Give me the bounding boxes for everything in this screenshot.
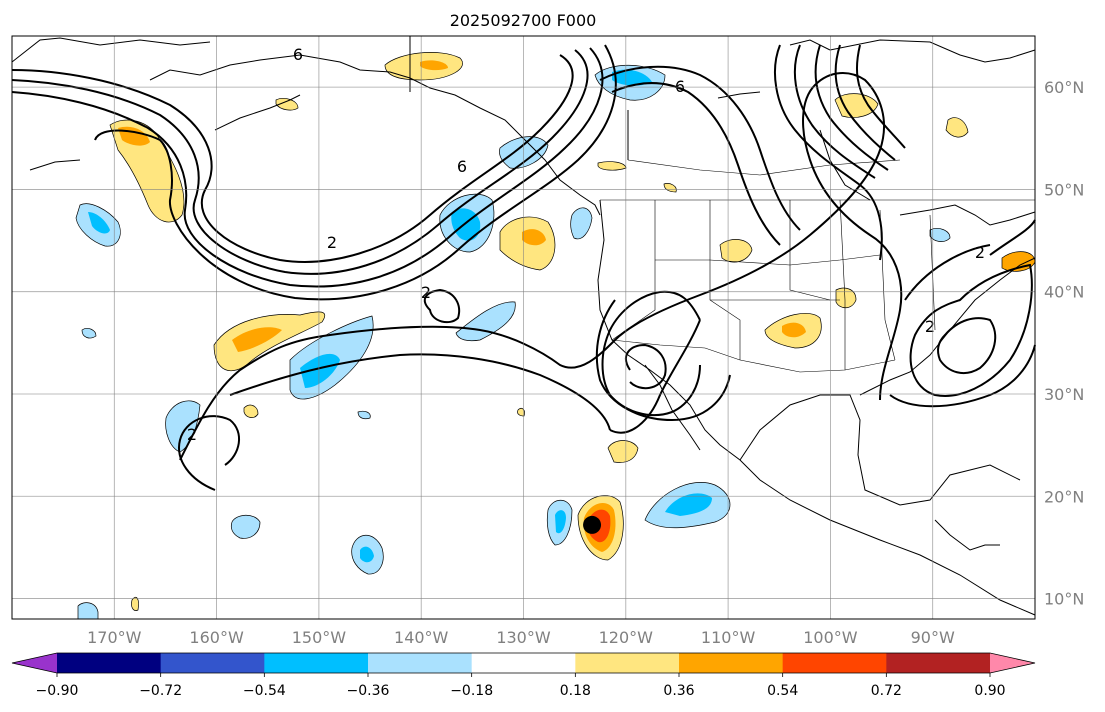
neg-patch-core <box>300 353 340 388</box>
colorbar-tick-label: 0.72 <box>871 683 902 699</box>
colorbar-tick-label: 0.18 <box>560 683 591 699</box>
lat-tick-label: 40°N <box>1044 283 1084 302</box>
pos-patch-core <box>782 322 806 338</box>
pos-patch-core <box>232 327 282 352</box>
colorbar-bin <box>782 653 887 673</box>
lon-tick-label: 170°W <box>87 628 142 647</box>
colorbar-bin <box>471 653 576 673</box>
contour-label: 6 <box>293 45 303 64</box>
neg-patch <box>230 514 261 539</box>
map-frame <box>11 35 1036 620</box>
contour-labels: 6 6 6 2 2 2 2 2 <box>187 45 985 444</box>
colorbar: −0.90 −0.72 −0.54 −0.36 −0.18 0.18 0.36 0.54 0.7… <box>11 652 1036 699</box>
colorbar-extend-high <box>990 653 1035 673</box>
colorbar-tick-label: −0.90 <box>36 683 79 699</box>
colorbar-tick-label: −0.72 <box>139 683 182 699</box>
colorbar-tick-label: 0.54 <box>767 683 798 699</box>
colorbar-bin <box>160 653 265 673</box>
neg-patch-core <box>360 546 374 563</box>
pos-patch-core <box>420 60 448 71</box>
pos-patch <box>663 183 677 193</box>
neg-patch <box>81 328 97 339</box>
colorbar-bin <box>679 653 784 673</box>
lon-tick-label: 150°W <box>292 628 347 647</box>
contour-label: 6 <box>675 77 685 96</box>
contour-label: 2 <box>327 233 337 252</box>
neg-patch-core <box>555 510 566 534</box>
contour-label: 2 <box>975 243 985 262</box>
pos-patch <box>607 440 639 463</box>
lon-tick-label: 90°W <box>911 628 955 647</box>
neg-patch <box>77 602 99 620</box>
longitude-tick-labels: 170°W 160°W 150°W 140°W 130°W 120°W 110°W 100°W… <box>87 628 955 647</box>
colorbar-bin <box>886 653 991 673</box>
lat-tick-label: 30°N <box>1044 385 1084 404</box>
colorbar-bin <box>575 653 680 673</box>
lat-tick-label: 20°N <box>1044 487 1084 506</box>
lon-tick-label: 130°W <box>496 628 551 647</box>
lat-tick-label: 60°N <box>1044 78 1084 97</box>
colorbar-bin <box>368 653 473 673</box>
pos-patch <box>243 404 259 418</box>
lon-tick-label: 110°W <box>701 628 756 647</box>
lat-tick-label: 10°N <box>1044 590 1084 609</box>
pos-patch <box>213 311 326 372</box>
map-panel: 6 6 6 2 2 2 2 2 <box>11 35 1036 620</box>
political-borders <box>600 159 1035 373</box>
lon-tick-label: 120°W <box>599 628 654 647</box>
neg-patch-core <box>612 69 652 86</box>
lat-tick-label: 50°N <box>1044 180 1084 199</box>
latitude-tick-labels: 60°N 50°N 40°N 30°N 20°N 10°N <box>1044 78 1084 608</box>
pos-patch <box>131 596 139 611</box>
colorbar-extend-low <box>12 653 57 673</box>
neg-patch-core <box>88 212 110 234</box>
colorbar-tick-label: −0.18 <box>450 683 493 699</box>
lon-tick-label: 100°W <box>803 628 858 647</box>
neg-patch-core <box>665 493 712 516</box>
coastlines <box>11 36 1036 616</box>
pos-patch <box>945 117 969 138</box>
gridlines <box>12 36 1035 619</box>
neg-patch <box>357 410 371 420</box>
colorbar-tick-label: 0.36 <box>663 683 694 699</box>
colorbar-tick-label: −0.54 <box>243 683 286 699</box>
pos-patch-core <box>522 229 546 246</box>
pos-patch <box>517 408 525 417</box>
lon-tick-label: 140°W <box>394 628 449 647</box>
colorbar-tick-label: −0.36 <box>347 683 390 699</box>
storm-center-marker <box>583 515 602 534</box>
colorbar-bin <box>57 653 162 673</box>
contour-label: 2 <box>925 317 935 336</box>
neg-patch <box>570 207 593 240</box>
contours <box>11 44 1036 491</box>
lon-tick-label: 160°W <box>189 628 244 647</box>
neg-patch <box>455 301 516 342</box>
map-title: 2025092700 F000 <box>450 11 597 30</box>
contour-label: 6 <box>457 157 467 176</box>
contour-label: 2 <box>187 425 197 444</box>
pos-patch <box>275 98 299 111</box>
contour-label: 2 <box>421 283 431 302</box>
colorbar-tick-label: 0.90 <box>974 683 1005 699</box>
pos-patch <box>835 287 857 309</box>
colorbar-bin <box>264 653 369 673</box>
pos-patch <box>834 93 879 118</box>
pos-patch <box>109 119 185 223</box>
